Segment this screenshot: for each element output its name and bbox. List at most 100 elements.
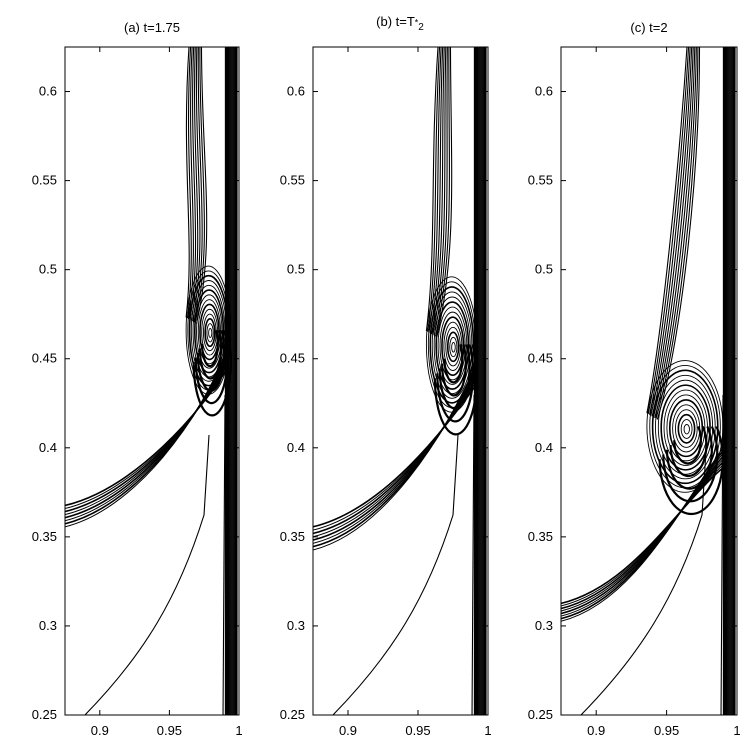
panel-b: 0.25 0.3 0.35 0.4 0.45 0.5 0.55 0.6 0.9 0.95 1 xyxy=(280,46,492,738)
vortex-contour xyxy=(677,413,696,444)
lower-shear-contour xyxy=(65,368,228,507)
y-tick-label: 0.5 xyxy=(287,262,305,277)
y-tick-label: 0.4 xyxy=(287,440,305,455)
y-tick-label: 0.6 xyxy=(39,84,57,99)
vortex-spiral-arm xyxy=(443,344,464,384)
x-tick-label: 1 xyxy=(484,723,491,738)
y-tick-label: 0.25 xyxy=(528,707,553,722)
vortex-spiral-arm xyxy=(198,329,223,380)
lower-shear-contour xyxy=(313,372,477,541)
lower-boundary-contour xyxy=(332,434,459,715)
upper-shear-contour xyxy=(654,47,697,419)
upper-shear-contour xyxy=(428,47,442,333)
y-tick-label: 0.25 xyxy=(280,707,305,722)
y-tick-label: 0.5 xyxy=(39,262,57,277)
lower-shear-contour xyxy=(561,450,726,617)
x-tick-label: 0.9 xyxy=(339,723,357,738)
vortex-contour xyxy=(435,301,470,390)
upper-shear-contour xyxy=(434,47,450,337)
vortex-contour xyxy=(204,318,216,348)
y-tick-label: 0.35 xyxy=(32,529,57,544)
panel-b-title-text: (b) t=T xyxy=(376,14,415,29)
lower-shear-contour xyxy=(561,465,726,605)
y-tick-label: 0.6 xyxy=(287,84,305,99)
upper-shear-contour xyxy=(188,47,194,320)
vortex-contour xyxy=(197,299,221,365)
panel-a-title: (a) t=1.75 xyxy=(124,20,180,35)
panel-c-contours xyxy=(561,47,736,715)
y-tick-label: 0.35 xyxy=(528,529,553,544)
lower-shear-contour xyxy=(65,356,228,519)
near-wall-contour xyxy=(471,394,475,715)
lower-shear-contour xyxy=(313,375,477,538)
panel-b-title-sup: * xyxy=(414,17,419,28)
upper-shear-contour xyxy=(431,47,445,335)
x-tick-label: 1 xyxy=(733,723,740,738)
vortex-contour xyxy=(446,331,460,363)
y-tick-label: 0.3 xyxy=(287,618,305,633)
lower-shear-contour xyxy=(313,363,477,551)
vortex-spiral-arm xyxy=(192,329,232,417)
vortex-spiral-arm xyxy=(665,425,713,490)
y-tick-label: 0.6 xyxy=(535,84,553,99)
y-tick-label: 0.55 xyxy=(32,173,57,188)
panel-b-axes-frame xyxy=(312,46,489,716)
lower-shear-contour xyxy=(65,365,228,509)
lower-shear-contour xyxy=(561,453,726,615)
y-tick-label: 0.25 xyxy=(32,707,57,722)
vortex-contour xyxy=(660,384,711,471)
vortex-contour xyxy=(439,311,466,381)
lower-boundary-contour xyxy=(580,434,708,715)
panel-a-contours xyxy=(65,47,238,715)
panel-b-title: (b) t=T*2 xyxy=(376,14,424,33)
x-tick-label: 1 xyxy=(235,723,242,738)
vortex-spiral-arm xyxy=(201,329,219,368)
vortex-contour xyxy=(208,327,213,339)
vortex-contour xyxy=(672,404,701,453)
lower-shear-contour xyxy=(313,369,477,544)
upper-shear-contour xyxy=(193,47,203,323)
y-tick-label: 0.4 xyxy=(535,440,553,455)
upper-shear-contour xyxy=(655,47,699,419)
lower-shear-contour xyxy=(313,381,477,531)
lower-boundary-contour xyxy=(84,434,210,715)
y-tick-label: 0.35 xyxy=(280,529,305,544)
x-tick-label: 0.9 xyxy=(587,723,605,738)
vortex-contour xyxy=(680,419,693,439)
panel-c-axes-frame xyxy=(560,46,738,716)
upper-shear-contour xyxy=(646,47,688,414)
y-tick-label: 0.3 xyxy=(39,618,57,633)
vortex-spiral-arm xyxy=(436,344,475,423)
upper-shear-contour xyxy=(656,47,701,420)
lower-shear-contour xyxy=(313,378,477,535)
lower-shear-contour xyxy=(561,462,726,607)
lower-shear-contour xyxy=(561,459,726,610)
panel-a-title-text: (a) t=1.75 xyxy=(123,20,181,35)
vortex-spiral-arm xyxy=(662,425,719,503)
panel-c-title-text: (c) t=2 xyxy=(630,20,668,35)
y-tick-label: 0.55 xyxy=(528,173,553,188)
near-wall-contour xyxy=(720,394,724,715)
upper-shear-contour xyxy=(647,47,690,415)
upper-shear-contour xyxy=(652,47,696,418)
vortex-contour xyxy=(206,323,214,343)
near-wall-contour xyxy=(222,394,226,715)
panel-a-axes-frame xyxy=(64,46,240,716)
lower-shear-contour xyxy=(65,347,228,528)
panel-b-title-sub: 2 xyxy=(418,21,424,33)
vortex-contour xyxy=(666,394,706,462)
upper-shear-contour xyxy=(192,47,201,322)
upper-shear-contour xyxy=(185,47,190,318)
vortex-spiral-arm xyxy=(196,329,226,392)
vortex-contour xyxy=(425,276,478,413)
x-tick-label: 0.95 xyxy=(654,723,679,738)
vortex-contour xyxy=(675,409,698,448)
panel-c: 0.25 0.3 0.35 0.4 0.45 0.5 0.55 0.6 0.9 0.95 1 xyxy=(528,46,741,738)
lower-shear-contour xyxy=(561,447,726,620)
vortex-contour xyxy=(655,374,716,480)
upper-shear-contour xyxy=(427,47,441,332)
vortex-contour xyxy=(451,341,456,353)
y-tick-label: 0.45 xyxy=(280,351,305,366)
